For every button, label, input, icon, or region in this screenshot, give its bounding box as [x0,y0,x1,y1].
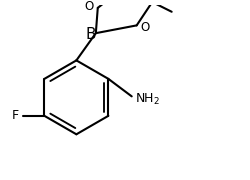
Text: NH$_2$: NH$_2$ [135,92,160,107]
Text: B: B [86,27,96,42]
Text: F: F [12,109,19,122]
Text: O: O [84,0,94,13]
Text: O: O [141,21,150,34]
